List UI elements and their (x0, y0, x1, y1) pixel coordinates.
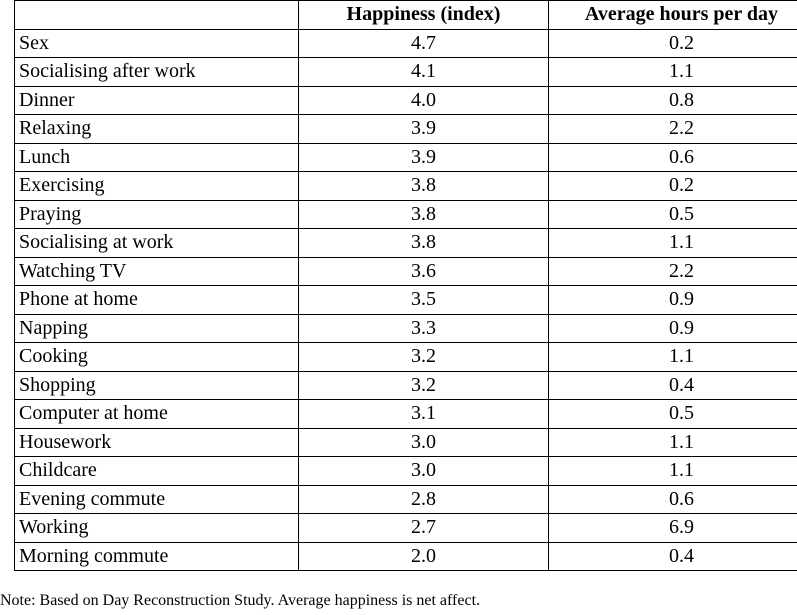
table-row: Evening commute 2.8 0.6 (14, 484, 797, 514)
value-cell: 3.0 (298, 427, 549, 457)
table-row: Working 2.7 6.9 (14, 513, 797, 543)
value-cell: 6.9 (548, 513, 797, 543)
table-row: Watching TV 3.6 2.2 (14, 256, 797, 286)
value-cell: 2.8 (298, 484, 549, 514)
table-row: Sex 4.7 0.2 (14, 28, 797, 58)
value-cell: 2.2 (548, 114, 797, 144)
value-cell: 0.9 (548, 313, 797, 343)
value-cell: 0.2 (548, 171, 797, 201)
table-wrap: Happiness (index) Average hours per day … (14, 0, 797, 575)
value-cell: 3.3 (298, 313, 549, 343)
value-cell: 2.7 (298, 513, 549, 543)
activity-cell: Cooking (14, 342, 299, 372)
value-cell: 3.6 (298, 256, 549, 286)
table-row: Napping 3.3 0.9 (14, 313, 797, 343)
table-row: Lunch 3.9 0.6 (14, 142, 797, 172)
header-cell: Average hours per day (548, 0, 797, 30)
table-row: Housework 3.0 1.1 (14, 427, 797, 457)
value-cell: 3.8 (298, 228, 549, 258)
header-cell: Happiness (index) (298, 0, 549, 30)
table-row: Childcare 3.0 1.1 (14, 456, 797, 486)
value-cell: 0.4 (548, 370, 797, 400)
table-row: Dinner 4.0 0.8 (14, 85, 797, 115)
activity-cell: Napping (14, 313, 299, 343)
activity-cell: Socialising at work (14, 228, 299, 258)
activity-cell: Housework (14, 427, 299, 457)
value-cell: 0.5 (548, 399, 797, 429)
activity-cell: Childcare (14, 456, 299, 486)
activity-cell: Relaxing (14, 114, 299, 144)
activity-cell: Morning commute (14, 541, 299, 571)
value-cell: 3.8 (298, 199, 549, 229)
table-row: Morning commute 2.0 0.4 (14, 541, 797, 571)
table-row: Phone at home 3.5 0.9 (14, 285, 797, 315)
table-row: Relaxing 3.9 2.2 (14, 114, 797, 144)
activity-cell: Lunch (14, 142, 299, 172)
activity-cell: Working (14, 513, 299, 543)
table-row: Exercising 3.8 0.2 (14, 171, 797, 201)
value-cell: 4.1 (298, 57, 549, 87)
activity-cell: Praying (14, 199, 299, 229)
activity-cell: Dinner (14, 85, 299, 115)
value-cell: 0.6 (548, 484, 797, 514)
activity-cell: Watching TV (14, 256, 299, 286)
table: Happiness (index) Average hours per day … (14, 0, 797, 571)
activity-cell: Socialising after work (14, 57, 299, 87)
activity-cell: Sex (14, 28, 299, 58)
header-row: Happiness (index) Average hours per day (14, 0, 797, 30)
value-cell: 1.1 (548, 427, 797, 457)
table-row: Socialising after work 4.1 1.1 (14, 57, 797, 87)
value-cell: 0.9 (548, 285, 797, 315)
table-row: Cooking 3.2 1.1 (14, 342, 797, 372)
value-cell: 3.0 (298, 456, 549, 486)
activity-cell: Exercising (14, 171, 299, 201)
value-cell: 3.8 (298, 171, 549, 201)
value-cell: 3.9 (298, 114, 549, 144)
table-row: Shopping 3.2 0.4 (14, 370, 797, 400)
activity-cell: Shopping (14, 370, 299, 400)
activity-cell: Phone at home (14, 285, 299, 315)
value-cell: 0.6 (548, 142, 797, 172)
value-cell: 2.2 (548, 256, 797, 286)
value-cell: 0.2 (548, 28, 797, 58)
value-cell: 3.2 (298, 342, 549, 372)
value-cell: 3.5 (298, 285, 549, 315)
value-cell: 3.1 (298, 399, 549, 429)
table-row: Praying 3.8 0.5 (14, 199, 797, 229)
value-cell: 4.0 (298, 85, 549, 115)
value-cell: 3.9 (298, 142, 549, 172)
table-row: Computer at home 3.1 0.5 (14, 399, 797, 429)
value-cell: 1.1 (548, 228, 797, 258)
value-cell: 2.0 (298, 541, 549, 571)
value-cell: 1.1 (548, 456, 797, 486)
note: Note: Based on Day Reconstruction Study.… (0, 592, 481, 609)
value-cell: 0.5 (548, 199, 797, 229)
value-cell: 0.8 (548, 85, 797, 115)
activity-cell: Computer at home (14, 399, 299, 429)
value-cell: 4.7 (298, 28, 549, 58)
value-cell: 0.4 (548, 541, 797, 571)
value-cell: 1.1 (548, 57, 797, 87)
value-cell: 1.1 (548, 342, 797, 372)
table-body: Sex 4.7 0.2 Socialising after work 4.1 1.1 Din… (14, 28, 797, 571)
header-cell (14, 0, 299, 30)
table-row: Socialising at work 3.8 1.1 (14, 228, 797, 258)
activity-cell: Evening commute (14, 484, 299, 514)
value-cell: 3.2 (298, 370, 549, 400)
